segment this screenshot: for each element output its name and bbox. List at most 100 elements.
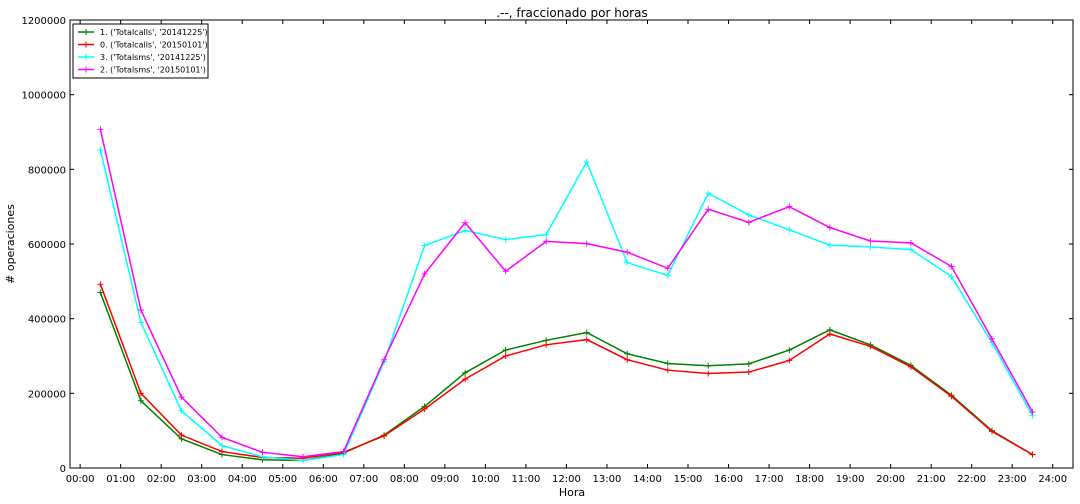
data-point: [867, 343, 874, 350]
data-point: [137, 307, 144, 314]
series-line-2: [99, 149, 1034, 462]
data-point: [502, 268, 509, 275]
chart-title: .--, fraccionado por horas: [496, 6, 647, 20]
y-tick-label: 400000: [28, 315, 66, 326]
legend: 1. ('Totalcalls', '20141225') 0. ('Totalc…: [72, 23, 209, 79]
legend-item: 2. ('Totalsms', '20150101'): [78, 66, 206, 75]
x-tick-label: 14:00: [633, 474, 662, 485]
x-tick-label: 12:00: [552, 474, 581, 485]
data-point: [462, 376, 469, 383]
x-tick-label: 21:00: [917, 474, 946, 485]
data-point: [624, 350, 631, 357]
y-tick-label: 200000: [28, 389, 66, 400]
data-point: [948, 263, 955, 270]
x-tick-label: 08:00: [390, 474, 419, 485]
x-tick-label: 22:00: [957, 474, 986, 485]
legend-label: 1. ('Totalcalls', '20141225'): [100, 28, 208, 37]
data-point: [705, 190, 712, 197]
data-point: [948, 393, 955, 400]
data-point: [745, 360, 752, 367]
data-point: [381, 432, 388, 439]
x-tick-label: 06:00: [309, 474, 338, 485]
legend-label: 2. ('Totalsms', '20150101'): [100, 66, 206, 75]
data-point: [178, 394, 185, 401]
data-point: [218, 448, 225, 455]
x-tick-label: 15:00: [674, 474, 703, 485]
data-point: [786, 357, 793, 364]
data-point: [745, 219, 752, 226]
data-point: [867, 243, 874, 250]
x-tick-label: 16:00: [714, 474, 743, 485]
legend-box: [72, 23, 209, 79]
data-point: [826, 224, 833, 231]
data-point: [1029, 409, 1036, 415]
x-tick-label: 17:00: [755, 474, 784, 485]
data-point: [624, 356, 631, 363]
y-tick-label: 0: [60, 464, 66, 475]
data-point: [543, 231, 550, 238]
data-point: [137, 319, 144, 326]
data-point: [583, 336, 590, 343]
x-tick-label: 05:00: [268, 474, 297, 485]
x-tick-label: 09:00: [430, 474, 459, 485]
data-point: [502, 236, 509, 243]
data-point: [786, 347, 793, 354]
legend-label: 0. ('Totalcalls', '20150101'): [100, 41, 208, 50]
x-tick-label: 02:00: [147, 474, 176, 485]
plot-frame: [69, 19, 1074, 469]
x-tick-label: 04:00: [228, 474, 257, 485]
data-point: [583, 158, 590, 165]
data-point: [1029, 451, 1036, 458]
data-point: [907, 363, 914, 370]
data-point: [988, 428, 995, 435]
data-point: [421, 406, 428, 413]
data-point: [826, 242, 833, 249]
data-point: [907, 239, 914, 246]
x-tick-label: 19:00: [836, 474, 865, 485]
data-point: [462, 227, 469, 234]
series-line-3: [99, 129, 1034, 458]
data-point: [705, 362, 712, 369]
x-tick-label: 10:00: [471, 474, 500, 485]
data-point: [664, 272, 671, 279]
data-point: [786, 203, 793, 210]
data-point: [624, 249, 631, 256]
x-tick-label: 01:00: [106, 474, 135, 485]
y-axis-title: # operaciones: [4, 204, 17, 284]
x-tick-label: 13:00: [593, 474, 622, 485]
data-point: [462, 219, 469, 226]
x-tick-label: 20:00: [876, 474, 905, 485]
data-point: [583, 240, 590, 247]
data-point: [543, 341, 550, 348]
data-point: [97, 281, 104, 288]
data-point: [502, 353, 509, 359]
data-point: [988, 335, 995, 342]
data-point: [624, 259, 631, 266]
data-point: [543, 238, 550, 245]
series-line-0: [99, 292, 1033, 462]
data-point: [705, 206, 712, 213]
data-point: [421, 242, 428, 249]
data-point: [300, 453, 307, 460]
data-point: [97, 146, 104, 153]
x-tick-label: 07:00: [349, 474, 378, 485]
data-point: [826, 330, 833, 337]
y-tick-label: 1200000: [21, 16, 66, 27]
legend-item: 3. ('Totalsms', '20141225'): [78, 53, 206, 62]
data-point: [381, 356, 388, 363]
data-point: [137, 397, 144, 404]
data-point: [705, 370, 712, 377]
data-point: [664, 360, 671, 367]
y-tick-label: 800000: [28, 165, 66, 176]
legend-item: 1. ('Totalcalls', '20141225'): [78, 28, 208, 37]
legend-item: 0. ('Totalcalls', '20150101'): [78, 41, 208, 50]
data-point: [907, 246, 914, 253]
x-tick-label: 11:00: [511, 474, 540, 485]
data-point: [218, 442, 225, 449]
data-point: [340, 448, 347, 455]
series-line-1: [99, 284, 1033, 460]
data-point: [137, 390, 144, 397]
data-point: [948, 273, 955, 280]
data-point: [745, 211, 752, 218]
